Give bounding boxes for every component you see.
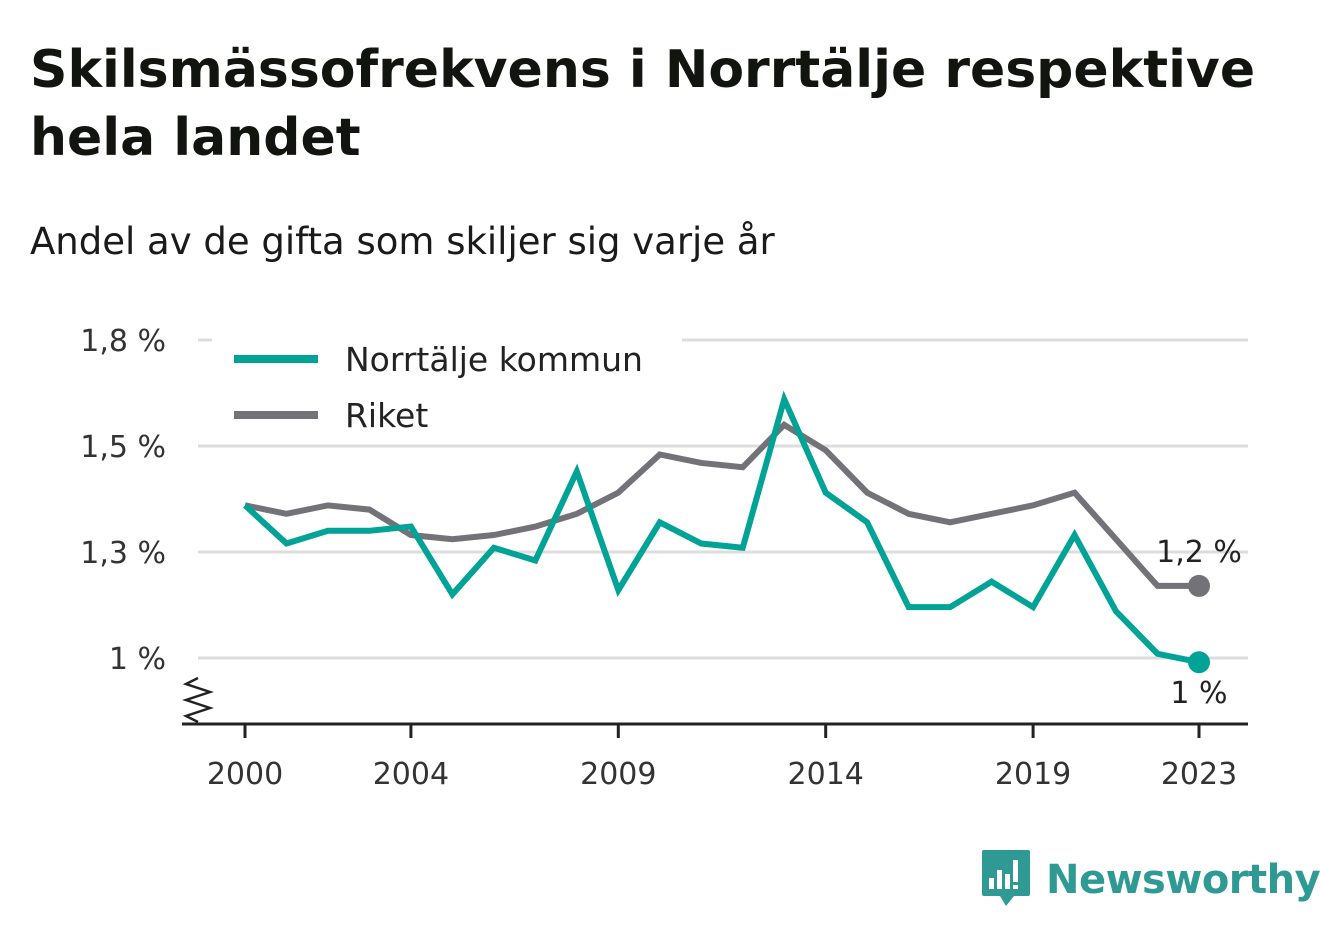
end-point-marker bbox=[1188, 651, 1210, 674]
end-value-label: 1,2 % bbox=[1156, 535, 1242, 570]
x-tick-label: 2004 bbox=[373, 757, 449, 792]
x-tick-label: 2000 bbox=[207, 757, 283, 792]
x-axis bbox=[182, 676, 1248, 726]
legend-label: Riket bbox=[345, 396, 428, 435]
legend-label: Norrtälje kommun bbox=[345, 340, 643, 379]
chart-subtitle: Andel av de gifta som skiljer sig varje … bbox=[30, 220, 775, 263]
y-tick-label: 1,5 % bbox=[80, 430, 166, 465]
series-lines: 1,2 % 1 % bbox=[242, 390, 1242, 711]
y-tick-label: 1 % bbox=[109, 642, 166, 677]
series-line-norrtalje bbox=[242, 390, 1200, 666]
y-axis-ticks: 1 % 1,3 % 1,5 % 1,8 % bbox=[80, 324, 166, 677]
chart-title: Skilsmässofrekvens i Norrtälje respektiv… bbox=[30, 40, 1256, 168]
series-line-riket bbox=[244, 420, 1199, 589]
legend-background bbox=[212, 330, 682, 440]
x-tick-label: 2009 bbox=[580, 757, 656, 792]
x-axis-ticks: 2000 2004 2009 2014 2019 2023 bbox=[207, 724, 1237, 792]
newsworthy-logo: Newsworthy bbox=[980, 848, 1321, 912]
y-tick-label: 1,3 % bbox=[80, 536, 166, 571]
x-tick-label: 2019 bbox=[995, 757, 1071, 792]
y-axis-break-icon bbox=[182, 676, 214, 724]
bar-chart-logo-icon bbox=[982, 850, 1030, 906]
legend: Norrtälje kommun Riket bbox=[212, 330, 682, 440]
x-tick-label: 2014 bbox=[788, 757, 864, 792]
x-tick-label: 2023 bbox=[1161, 757, 1237, 792]
end-value-label: 1 % bbox=[1170, 676, 1227, 711]
y-tick-label: 1,8 % bbox=[80, 324, 166, 359]
end-point-marker bbox=[1188, 574, 1210, 597]
brand-name: Newsworthy bbox=[1046, 857, 1321, 903]
